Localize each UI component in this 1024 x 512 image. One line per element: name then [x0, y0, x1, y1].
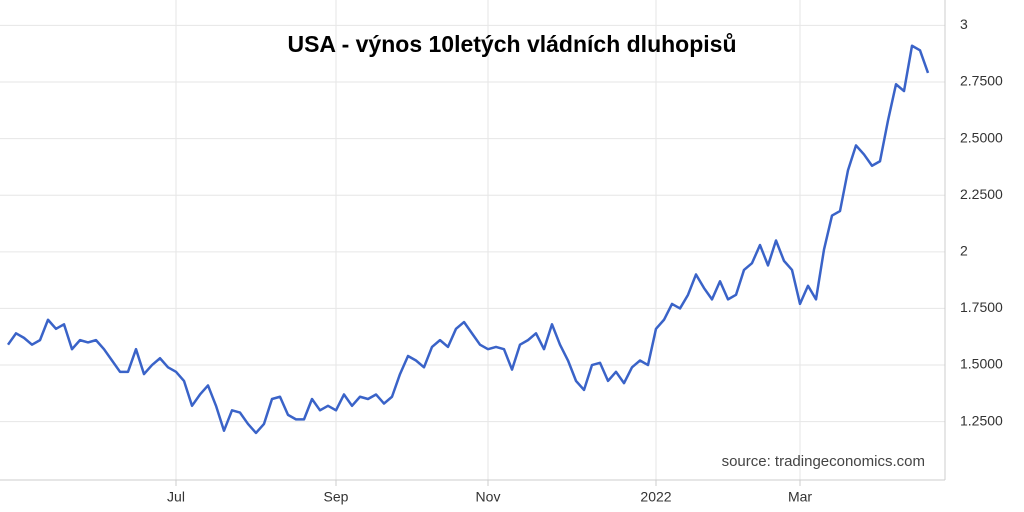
y-tick-label: 1.5000: [960, 356, 1003, 372]
x-tick-label: Nov: [476, 489, 501, 505]
x-tick-label: Sep: [324, 489, 349, 505]
y-tick-label: 2.2500: [960, 186, 1003, 202]
x-tick-label: 2022: [640, 489, 671, 505]
x-tick-label: Jul: [167, 489, 185, 505]
y-tick-label: 2: [960, 243, 968, 259]
x-tick-label: Mar: [788, 489, 812, 505]
y-tick-label: 1.7500: [960, 299, 1003, 315]
data-line: [6, 44, 930, 435]
y-tick-label: 1.2500: [960, 412, 1003, 428]
y-tick-label: 3: [960, 16, 968, 32]
source-note: source: tradingeconomics.com: [722, 453, 925, 470]
y-tick-label: 2.7500: [960, 73, 1003, 89]
chart-title: USA - výnos 10letých vládních dluhopisů: [287, 31, 736, 57]
y-tick-label: 2.5000: [960, 129, 1003, 145]
